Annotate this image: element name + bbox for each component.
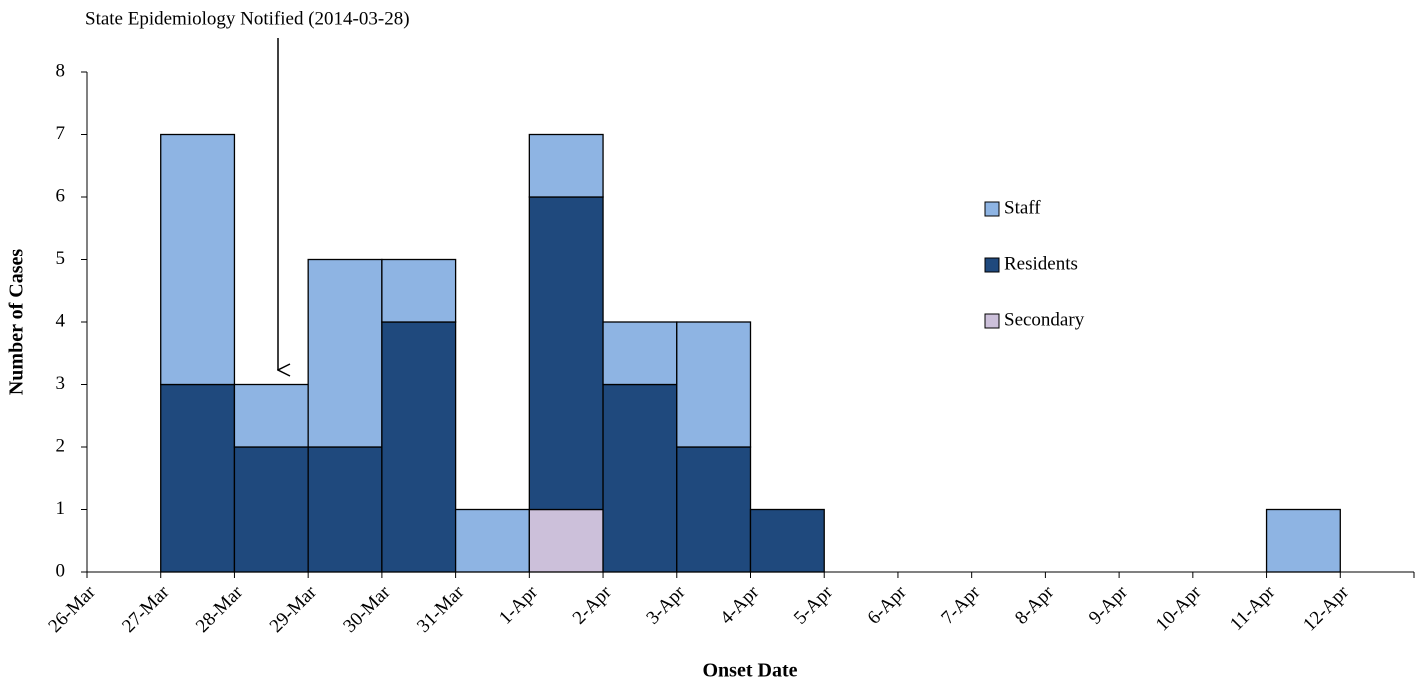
- bar-segment: [307, 446, 383, 573]
- x-axis-title: Onset Date: [703, 660, 798, 682]
- x-tick-label: 4-Apr: [716, 581, 763, 628]
- x-tick-label: 30-Mar: [339, 581, 395, 637]
- annotation: State Epidemiology Notified (2014-03-28): [85, 8, 410, 29]
- x-tick-label: 6-Apr: [864, 581, 911, 628]
- y-tick-label: 4: [56, 310, 66, 331]
- x-tick-label: 12-Apr: [1299, 581, 1353, 635]
- x-tick-label: 29-Mar: [266, 581, 322, 637]
- legend-swatch: [984, 313, 1000, 329]
- bar-segment: [676, 321, 752, 448]
- legend-label: Secondary: [1004, 309, 1085, 330]
- bar-segment: [233, 446, 309, 573]
- y-tick-label: 7: [56, 123, 66, 144]
- x-tick-label: 27-Mar: [118, 581, 174, 637]
- y-tick-label: 2: [56, 435, 66, 456]
- bar-segment: [1265, 508, 1341, 573]
- bar-segment: [528, 508, 604, 573]
- bar-segment: [602, 321, 678, 386]
- bar-segment: [602, 383, 678, 573]
- bar-segment: [307, 258, 383, 448]
- bar-segment: [160, 133, 236, 386]
- y-tick-label: 0: [56, 560, 66, 581]
- bar-segment: [528, 196, 604, 511]
- x-tick-label: 9-Apr: [1085, 581, 1132, 628]
- x-tick-label: 8-Apr: [1011, 581, 1058, 628]
- x-tick-label: 1-Apr: [495, 581, 542, 628]
- y-tick-label: 1: [56, 498, 66, 519]
- x-tick-label: 2-Apr: [569, 581, 616, 628]
- x-tick-label: 3-Apr: [642, 581, 689, 628]
- bar-segment: [381, 321, 457, 573]
- bar-segment: [160, 383, 236, 573]
- y-tick-label: 3: [56, 373, 66, 394]
- legend-label: Staff: [1004, 197, 1041, 218]
- x-tick-label: 28-Mar: [192, 581, 248, 637]
- x-tick-label: 5-Apr: [790, 581, 837, 628]
- x-tick-label: 11-Apr: [1226, 581, 1280, 635]
- y-tick-label: 8: [56, 60, 66, 81]
- bar-segment: [233, 383, 309, 448]
- legend-swatch: [984, 201, 1000, 217]
- x-tick-label: 26-Mar: [44, 581, 100, 637]
- legend-swatch: [984, 257, 1000, 273]
- y-tick-label: 5: [56, 248, 66, 269]
- bar-segment: [749, 508, 825, 573]
- bar-segment: [528, 133, 604, 198]
- y-tick-label: 6: [56, 185, 66, 206]
- bar-segment: [381, 258, 457, 323]
- x-tick-label: 10-Apr: [1152, 581, 1206, 635]
- bar-segment: [676, 446, 752, 573]
- legend-label: Residents: [1004, 253, 1078, 274]
- x-tick-label: 31-Mar: [413, 581, 469, 637]
- x-tick-label: 7-Apr: [937, 581, 984, 628]
- y-axis-title: Number of Cases: [6, 249, 28, 396]
- bar-segment: [454, 508, 530, 573]
